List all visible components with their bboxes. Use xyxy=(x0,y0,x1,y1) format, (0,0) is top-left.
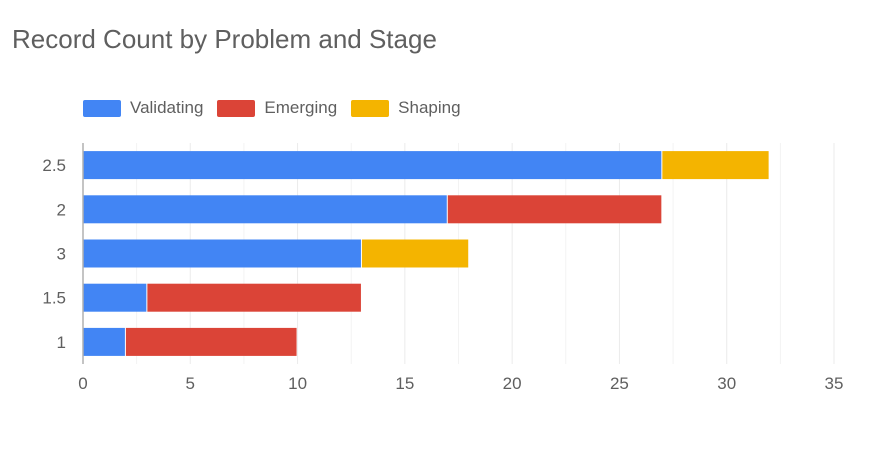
x-tick-label: 5 xyxy=(186,374,195,393)
legend-label-emerging: Emerging xyxy=(264,98,338,117)
y-tick-label: 1.5 xyxy=(42,289,66,308)
legend: Validating Emerging Shaping xyxy=(83,98,475,118)
x-tick-label: 25 xyxy=(610,374,629,393)
legend-swatch-validating xyxy=(83,99,121,117)
x-tick-labels: 0 5 10 15 20 25 30 35 xyxy=(78,374,843,393)
legend-item-shaping[interactable]: Shaping xyxy=(351,98,461,118)
legend-label-validating: Validating xyxy=(130,98,204,117)
bar-validating-2_5[interactable] xyxy=(83,151,662,180)
bar-validating-3[interactable] xyxy=(83,239,361,268)
x-tick-label: 0 xyxy=(78,374,87,393)
x-tick-label: 35 xyxy=(825,374,844,393)
bar-emerging-2[interactable] xyxy=(447,195,662,224)
bar-emerging-1[interactable] xyxy=(125,327,297,356)
bar-shaping-3[interactable] xyxy=(361,239,469,268)
legend-item-validating[interactable]: Validating xyxy=(83,98,203,118)
legend-swatch-emerging xyxy=(217,99,256,117)
x-tick-label: 15 xyxy=(395,374,414,393)
y-tick-label: 3 xyxy=(57,245,66,264)
y-tick-labels: 2.5 2 3 1.5 1 xyxy=(42,156,66,352)
bar-shaping-2_5[interactable] xyxy=(662,151,769,180)
legend-swatch-shaping xyxy=(351,99,390,117)
legend-label-shaping: Shaping xyxy=(398,98,461,117)
y-tick-label: 2 xyxy=(57,200,66,219)
bar-emerging-1_5[interactable] xyxy=(147,283,361,312)
bar-validating-2[interactable] xyxy=(83,195,447,224)
y-tick-label: 1 xyxy=(57,333,66,352)
bars xyxy=(83,151,769,356)
x-tick-label: 20 xyxy=(503,374,522,393)
bar-validating-1_5[interactable] xyxy=(83,283,147,312)
x-tick-label: 30 xyxy=(717,374,736,393)
legend-item-emerging[interactable]: Emerging xyxy=(217,98,337,118)
bar-validating-1[interactable] xyxy=(83,327,125,356)
y-tick-label: 2.5 xyxy=(42,156,66,175)
x-tick-label: 10 xyxy=(288,374,307,393)
chart-title: Record Count by Problem and Stage xyxy=(12,24,437,54)
